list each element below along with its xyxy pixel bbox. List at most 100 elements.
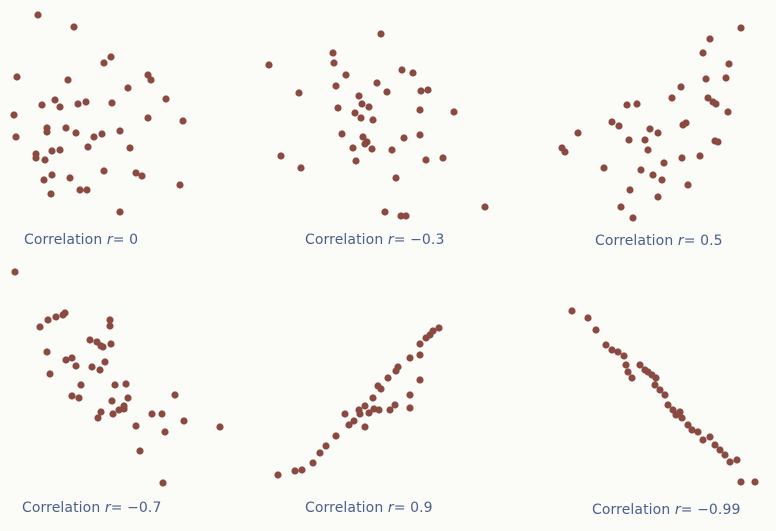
scatter-point	[654, 193, 662, 201]
scatter-point	[56, 103, 64, 111]
scatter-point	[88, 363, 96, 371]
scatter-point	[358, 100, 366, 108]
scatter-point	[295, 89, 303, 97]
scatter-point	[330, 59, 338, 67]
scatter-point	[600, 164, 608, 172]
scatter-point	[625, 136, 633, 144]
scatter-point	[636, 361, 644, 369]
scatter-point	[711, 441, 719, 449]
scatter-point	[132, 169, 140, 177]
caption-symbol: r	[106, 232, 113, 248]
scatter-point	[351, 109, 359, 117]
caption-prefix: Correlation	[24, 232, 107, 248]
scatter-point	[51, 96, 59, 104]
scatter-point	[74, 100, 82, 108]
scatter-point	[116, 208, 124, 216]
scatter-point	[291, 467, 299, 475]
scatter-point	[46, 370, 54, 378]
scatter-point	[108, 99, 116, 107]
caption-symbol: r	[387, 500, 394, 516]
scatter-point	[48, 171, 56, 179]
scatter-point	[126, 144, 134, 152]
scatter-point	[11, 268, 19, 276]
scatter-point	[75, 394, 83, 402]
scatter-point	[406, 404, 414, 412]
scatter-point	[10, 111, 18, 119]
scatter-point	[96, 366, 104, 374]
scatter-point	[148, 410, 156, 418]
caption-r-minus-0-3: Correlation r= −0.3	[305, 232, 445, 248]
scatter-point	[345, 421, 353, 429]
caption-r-0-9: Correlation r= 0.9	[305, 500, 433, 516]
scatter-point	[660, 159, 668, 167]
scatter-point	[641, 136, 649, 144]
scatter-point	[180, 417, 188, 425]
caption-value: = 0	[112, 232, 139, 248]
scatter-point	[66, 174, 74, 182]
scatter-point	[369, 394, 377, 402]
scatter-point	[83, 186, 91, 194]
scatter-point	[349, 144, 357, 152]
scatter-point	[357, 114, 365, 122]
scatter-point	[721, 451, 729, 459]
scatter-point	[722, 74, 730, 82]
scatter-point	[706, 35, 714, 43]
scatter-point	[374, 382, 382, 390]
scatter-point	[450, 108, 458, 116]
caption-r-0-5: Correlation r= 0.5	[595, 233, 723, 249]
scatter-point	[658, 176, 666, 184]
scatter-point	[384, 374, 392, 382]
scatter-point	[381, 208, 389, 216]
scatter-point	[99, 343, 107, 351]
caption-prefix: Correlation	[22, 500, 105, 516]
scatter-point	[100, 59, 108, 67]
scatter-point	[737, 24, 745, 32]
scatter-plot-r-minus-0-7	[11, 268, 224, 487]
scatter-point	[36, 323, 44, 331]
scatter-point	[369, 116, 377, 124]
scatter-point	[109, 410, 117, 418]
scatter-point	[265, 61, 273, 69]
scatter-point	[676, 408, 684, 416]
scatter-point	[361, 140, 369, 148]
scatter-point	[377, 30, 385, 38]
scatter-point	[34, 11, 42, 19]
scatter-point	[64, 76, 72, 84]
scatter-point	[481, 203, 489, 211]
scatter-point	[107, 53, 115, 61]
scatter-point	[124, 394, 132, 402]
scatter-plot-r-0	[10, 11, 187, 216]
caption-value: = −0.99	[680, 502, 741, 518]
scatter-point	[397, 212, 405, 220]
caption-symbol: r	[387, 232, 394, 248]
scatter-point	[617, 203, 625, 211]
scatter-point	[368, 145, 376, 153]
scatter-point	[714, 138, 722, 146]
scatter-point	[97, 408, 105, 416]
scatter-point	[702, 75, 710, 83]
scatter-point	[136, 447, 144, 455]
scatter-point	[98, 130, 106, 138]
scatter-point	[365, 409, 373, 417]
scatter-point	[402, 212, 410, 220]
scatter-point	[72, 129, 80, 137]
caption-prefix: Correlation	[305, 232, 388, 248]
scatter-plot-r-minus-0-99	[568, 307, 759, 486]
scatter-point	[733, 456, 741, 464]
scatter-plot-r-0-9	[274, 324, 443, 479]
scatter-point	[383, 88, 391, 96]
scatter-point	[628, 374, 636, 382]
scatter-point	[82, 98, 90, 106]
scatter-point	[132, 422, 140, 430]
scatter-point	[341, 410, 349, 418]
scatter-plot-r-minus-0-3	[265, 30, 489, 220]
scatter-point	[176, 181, 184, 189]
scatter-point	[688, 426, 696, 434]
scatter-point	[677, 83, 685, 91]
scatter-point	[644, 146, 652, 154]
caption-value: = 0.5	[683, 233, 723, 249]
scatter-point	[704, 94, 712, 102]
scatter-point	[48, 147, 56, 155]
